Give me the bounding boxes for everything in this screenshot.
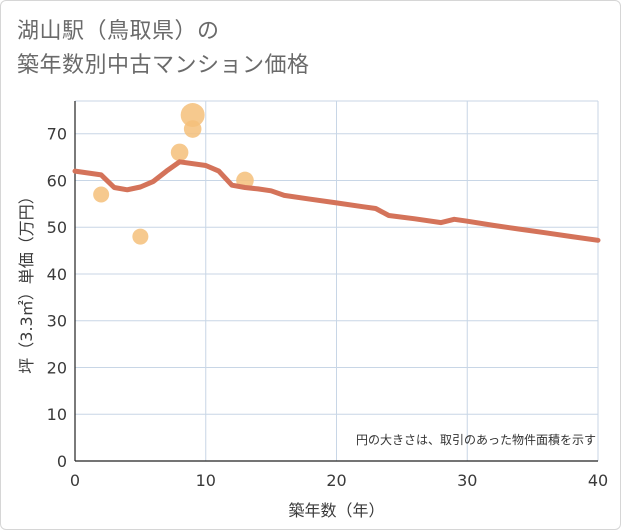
chart-title: 湖山駅（鳥取県）の 築年数別中古マンション価格 xyxy=(17,15,310,83)
y-tick-label: 0 xyxy=(57,452,67,471)
x-tick-label: 30 xyxy=(457,471,477,490)
grid-lines xyxy=(74,100,599,462)
scatter-series xyxy=(93,103,254,245)
x-tick-label: 20 xyxy=(326,471,346,490)
y-tick-label: 40 xyxy=(47,265,67,284)
y-tick-label: 10 xyxy=(47,405,67,424)
scatter-point xyxy=(93,186,110,203)
y-tick-label: 70 xyxy=(47,125,67,144)
scatter-point xyxy=(132,228,149,245)
x-axis-label: 築年数（年） xyxy=(288,501,384,520)
tick-labels: 0 10 20 30 40 50 60 70 0 10 20 30 40 xyxy=(47,125,609,490)
x-tick-label: 0 xyxy=(70,471,80,490)
y-tick-label: 60 xyxy=(47,171,67,190)
y-tick-label: 30 xyxy=(47,312,67,331)
trend-line xyxy=(72,159,601,243)
y-tick-label: 50 xyxy=(47,218,67,237)
scatter-point xyxy=(180,103,205,128)
chart-title-line2: 築年数別中古マンション価格 xyxy=(17,53,310,78)
size-legend-note: 円の大きさは、取引のあった物件面積を示す xyxy=(356,432,596,447)
y-tick-label: 20 xyxy=(47,358,67,377)
chart-title-line1: 湖山駅（鳥取県）の xyxy=(17,19,220,44)
scatter-point xyxy=(170,143,189,162)
y-axis-label: 坪（3.3㎡）単価（万円） xyxy=(17,188,36,373)
x-tick-label: 40 xyxy=(588,471,608,490)
trend-series xyxy=(72,159,601,243)
scatter-point xyxy=(183,120,202,138)
x-tick-label: 10 xyxy=(196,471,216,490)
